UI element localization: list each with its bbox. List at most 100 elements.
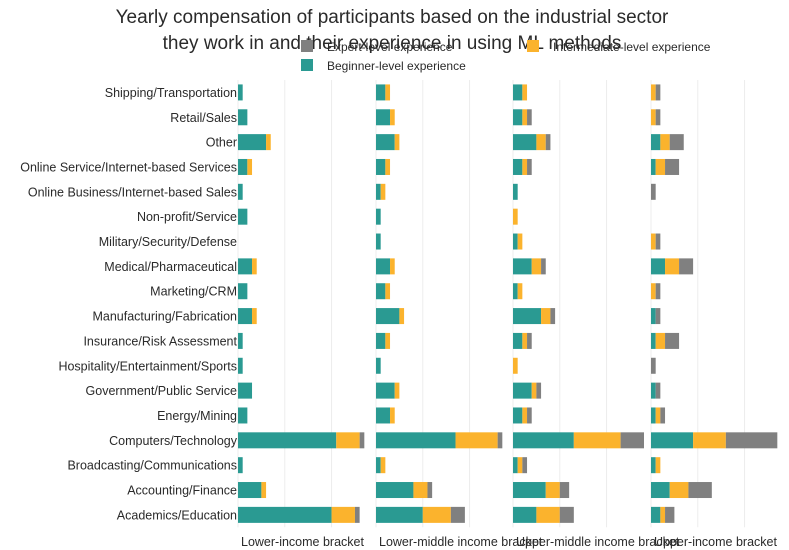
chart-title-line-1: Yearly compensation of participants base… [116, 7, 669, 28]
bar-expert-panel-4 [665, 332, 680, 349]
bar-beginner-panel-3 [513, 183, 518, 200]
bar-beginner-panel-2 [376, 84, 386, 101]
chart-title: Yearly compensation of participants base… [116, 7, 669, 54]
bar-intermediate-panel-2 [394, 134, 400, 151]
bar-intermediate-panel-3 [513, 208, 518, 225]
bar-intermediate-panel-4 [655, 457, 661, 474]
bar-expert-panel-4 [688, 482, 712, 499]
bar-intermediate-panel-2 [385, 158, 391, 175]
category-label: Other [206, 136, 237, 150]
bar-intermediate-panel-4 [651, 109, 656, 126]
category-label: Government/Public Service [86, 384, 238, 398]
bar-intermediate-panel-3 [541, 308, 551, 325]
bar-intermediate-panel-1 [252, 308, 257, 325]
panel-label: Lower-income bracket [241, 535, 364, 549]
bar-intermediate-panel-3 [517, 457, 523, 474]
bar-expert-panel-4 [655, 84, 661, 101]
bar-intermediate-panel-2 [399, 308, 405, 325]
category-label: Military/Security/Defense [99, 235, 237, 249]
bar-intermediate-panel-2 [380, 457, 386, 474]
legend-swatch-expert [301, 40, 313, 52]
bar-beginner-panel-1 [238, 208, 248, 225]
bar-intermediate-panel-3 [531, 258, 542, 275]
bar-expert-panel-1 [359, 432, 365, 449]
bar-beginner-panel-3 [513, 109, 523, 126]
legend-label-intermediate: Intermediate-level experience [553, 40, 711, 54]
bar-intermediate-panel-3 [522, 332, 528, 349]
bar-beginner-panel-2 [376, 506, 423, 523]
bar-intermediate-panel-1 [247, 158, 253, 175]
bar-expert-panel-4 [655, 308, 661, 325]
category-label: Marketing/CRM [150, 285, 237, 299]
bar-beginner-panel-4 [651, 506, 661, 523]
bar-beginner-panel-4 [651, 134, 661, 151]
grid-layer [237, 80, 746, 528]
bar-expert-panel-3 [522, 457, 528, 474]
bar-intermediate-panel-4 [655, 332, 666, 349]
bar-beginner-panel-1 [238, 183, 243, 200]
bar-expert-panel-2 [450, 506, 465, 523]
bar-expert-panel-3 [550, 308, 556, 325]
legend-swatch-intermediate [527, 40, 539, 52]
legend: Expert-level experience Intermediate-lev… [301, 40, 711, 73]
bar-beginner-panel-1 [238, 258, 253, 275]
bar-beginner-panel-1 [238, 332, 243, 349]
panel-labels: Lower-income bracket Lower-middle income … [241, 535, 777, 549]
bar-intermediate-panel-3 [545, 482, 560, 499]
bar-beginner-panel-2 [376, 407, 391, 424]
bar-intermediate-panel-3 [573, 432, 621, 449]
bar-expert-panel-4 [651, 357, 656, 374]
bar-expert-panel-4 [655, 233, 661, 250]
category-label: Energy/Mining [157, 409, 237, 423]
bar-beginner-panel-1 [238, 283, 248, 300]
bar-intermediate-panel-3 [517, 283, 523, 300]
bar-intermediate-panel-1 [252, 258, 257, 275]
category-label: Shipping/Transportation [105, 86, 237, 100]
bar-intermediate-panel-4 [651, 84, 656, 101]
bar-expert-panel-3 [527, 158, 532, 175]
bar-intermediate-panel-1 [261, 482, 267, 499]
bar-beginner-panel-1 [238, 432, 337, 449]
bar-beginner-panel-2 [376, 208, 381, 225]
category-label: Manufacturing/Fabrication [92, 310, 237, 324]
bar-beginner-panel-1 [238, 407, 248, 424]
bar-expert-panel-2 [497, 432, 503, 449]
bar-beginner-panel-2 [376, 432, 456, 449]
bar-expert-panel-2 [427, 482, 433, 499]
bar-intermediate-panel-4 [655, 158, 666, 175]
bar-beginner-panel-4 [651, 308, 656, 325]
bar-beginner-panel-3 [513, 308, 542, 325]
bar-beginner-panel-1 [238, 482, 262, 499]
bar-expert-panel-4 [669, 134, 684, 151]
bar-expert-panel-3 [545, 134, 551, 151]
bar-beginner-panel-1 [238, 506, 332, 523]
bar-intermediate-panel-4 [660, 506, 666, 523]
bar-intermediate-panel-1 [266, 134, 271, 151]
bar-intermediate-panel-4 [651, 283, 656, 300]
bar-beginner-panel-3 [513, 332, 523, 349]
bar-expert-panel-3 [536, 382, 542, 399]
bar-intermediate-panel-3 [522, 109, 528, 126]
bar-intermediate-panel-4 [651, 233, 656, 250]
bar-beginner-panel-1 [238, 109, 248, 126]
bar-beginner-panel-3 [513, 158, 523, 175]
category-label: Online Business/Internet-based Sales [28, 185, 237, 199]
bar-beginner-panel-1 [238, 382, 253, 399]
category-label: Academics/Education [117, 508, 237, 522]
bar-intermediate-panel-3 [513, 357, 518, 374]
bar-beginner-panel-4 [651, 158, 656, 175]
bar-beginner-panel-1 [238, 84, 243, 101]
category-label: Accounting/Finance [127, 484, 237, 498]
bars-layer [238, 84, 778, 523]
bar-intermediate-panel-2 [385, 332, 391, 349]
bar-expert-panel-4 [660, 407, 666, 424]
bar-beginner-panel-4 [651, 258, 666, 275]
bar-beginner-panel-2 [376, 308, 400, 325]
bar-beginner-panel-1 [238, 158, 248, 175]
bar-intermediate-panel-3 [522, 407, 528, 424]
bar-intermediate-panel-2 [455, 432, 498, 449]
bar-beginner-panel-3 [513, 506, 537, 523]
bar-intermediate-panel-3 [522, 84, 528, 101]
bar-intermediate-panel-4 [655, 407, 661, 424]
